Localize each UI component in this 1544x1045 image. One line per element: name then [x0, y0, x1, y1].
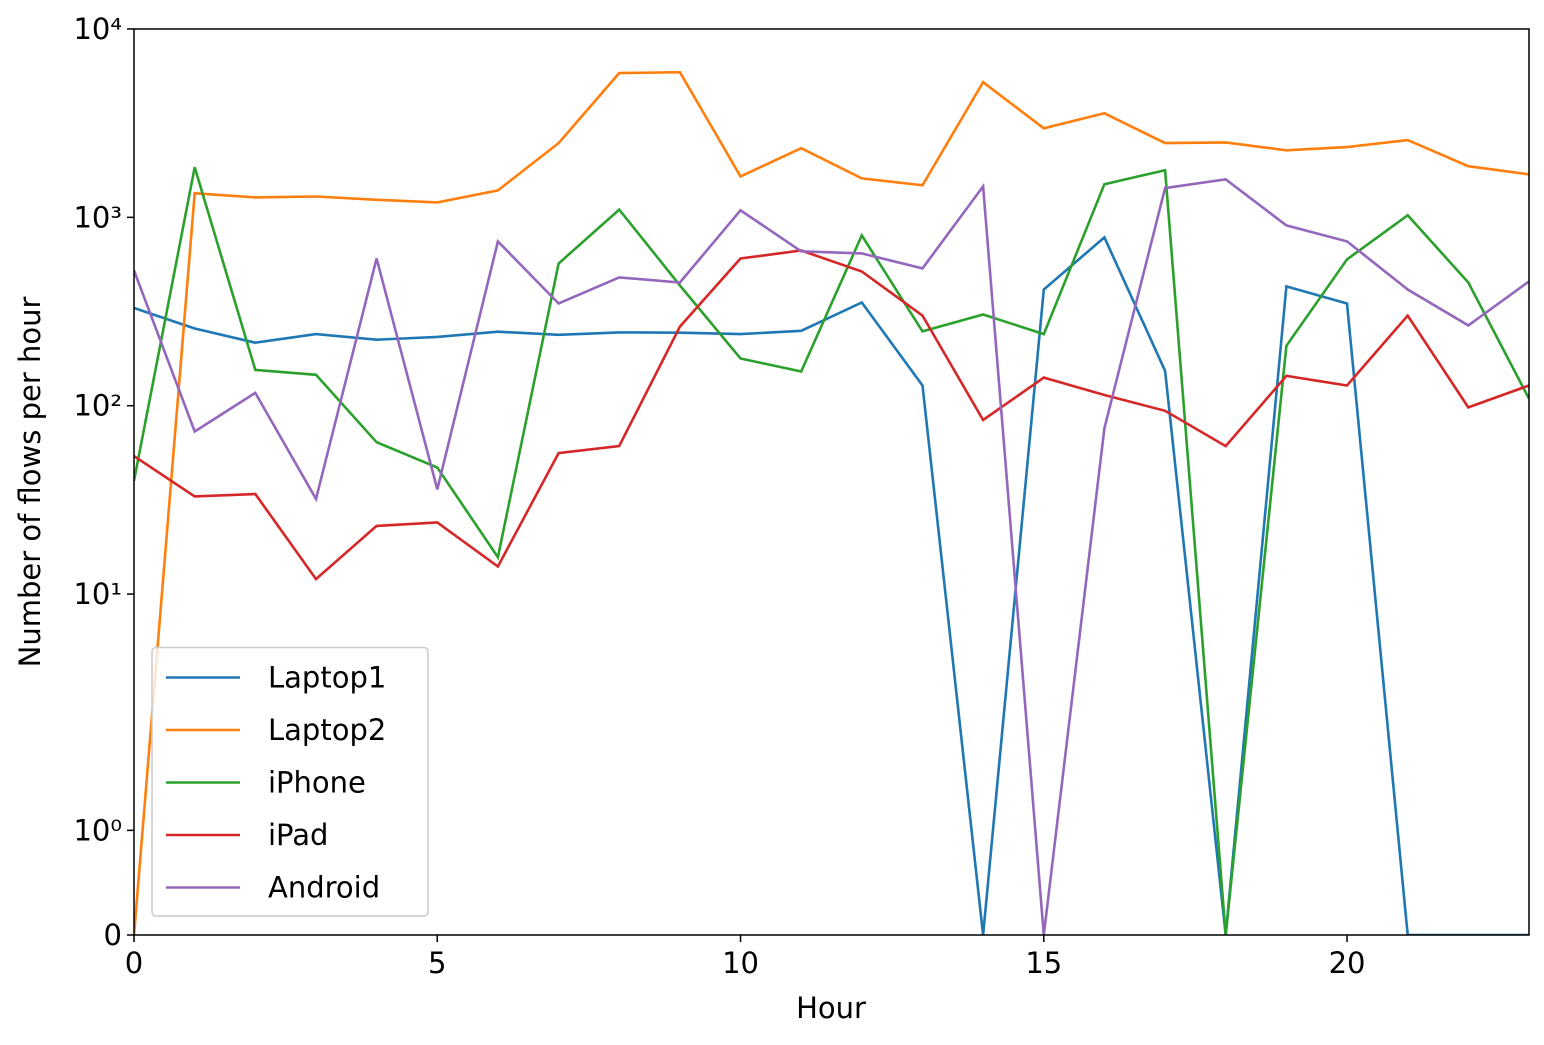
x-tick-label: 5 [428, 946, 446, 980]
x-tick-label: 0 [125, 946, 143, 980]
y-tick-label: 10² [73, 389, 122, 423]
legend-box [151, 646, 429, 917]
line-series [134, 249, 1529, 582]
y-tick-label: 10¹ [73, 577, 122, 611]
line-series [134, 70, 1529, 935]
y-axis-label: Number of flows per hour [13, 297, 47, 668]
legend-label: iPad [268, 818, 328, 852]
y-tick-label: 10⁴ [73, 12, 122, 46]
legend-label: iPhone [268, 766, 366, 800]
line-series [134, 178, 1529, 935]
y-tick-label: 10⁰ [73, 813, 122, 847]
x-tick-label: 15 [1025, 946, 1062, 980]
x-tick-label: 20 [1329, 946, 1366, 980]
y-tick-label: 10³ [73, 200, 122, 234]
legend-label: Laptop2 [268, 713, 386, 747]
plot-frame [133, 28, 1530, 936]
line-series [134, 235, 1529, 935]
plot-area [134, 70, 1529, 935]
x-axis-label: Hour [796, 991, 866, 1025]
legend-label: Laptop1 [268, 661, 386, 695]
legend-label: Android [268, 871, 380, 905]
line-series [134, 166, 1529, 935]
y-tick-label: 0 [104, 918, 122, 952]
x-tick-label: 10 [722, 946, 759, 980]
